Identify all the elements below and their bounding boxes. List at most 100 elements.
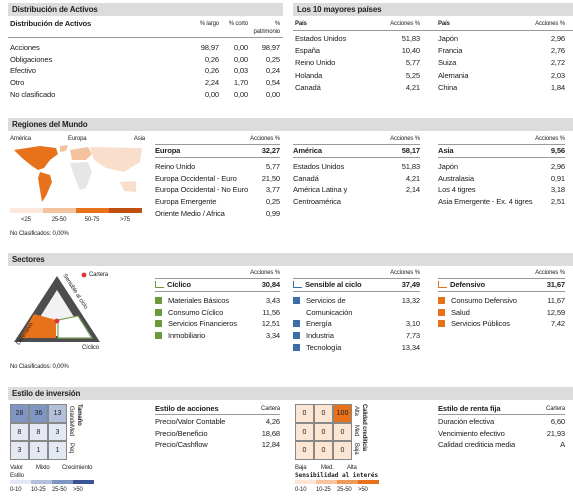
map-africa (70, 162, 92, 190)
row-value: 51,83 (401, 162, 420, 171)
stat-label: Vencimiento efectivo (438, 428, 505, 438)
column-header: % (274, 21, 280, 27)
list-row: Consumo Defensivo 11,67 (438, 295, 565, 307)
row-label: Europa Emergente (155, 197, 217, 207)
row-value: 0,91 (550, 173, 565, 183)
list-row: Europa Emergente 0,25 (155, 196, 280, 208)
style-cell: 13 (48, 404, 67, 423)
legend-swatch (10, 208, 43, 213)
row-value: 2,51 (550, 197, 565, 207)
value-header: Acciones % (250, 270, 280, 276)
stat-label: Precio/Beneficio (155, 428, 208, 438)
list-row: Materiales Básicos 3,43 (155, 295, 280, 307)
section-header (8, 253, 573, 266)
row-value: 5,77 (265, 162, 280, 171)
row-label: Asia Emergente - Ex. 4 tigres (438, 197, 533, 207)
list-row: Europa Occidental - No Euro 3,77 (155, 184, 280, 196)
group-name: Europa (155, 146, 181, 155)
row-icon (293, 297, 300, 304)
legend-label: 10-25 (31, 487, 46, 494)
list-row: Servicios Públicos 7,42 (438, 318, 565, 330)
group-icon (438, 281, 447, 288)
stat-label: Precio/Valor Contable (155, 417, 226, 426)
row-value: 11,56 (262, 307, 280, 317)
row-label: Reino Unido (155, 162, 196, 171)
list-row: Asia Emergente - Ex. 4 tigres 2,51 (438, 196, 565, 208)
legend-swatch (76, 208, 109, 213)
row-label: Consumo Defensivo (451, 296, 517, 305)
group-icon (155, 281, 164, 288)
column-header: País (438, 21, 450, 27)
axis-title: Sensibilidad al interés (295, 472, 379, 480)
cell-value: 0,26 (204, 66, 219, 76)
row-label: No clasificado (10, 89, 56, 99)
country-name: China (438, 82, 458, 92)
list-row: Europa Occidental - Euro 21,50 (155, 173, 280, 185)
group-total: 32,27 (261, 146, 280, 155)
row-label: Alta (353, 406, 359, 416)
column-header: % corto (228, 21, 248, 27)
group-total: 31,67 (546, 280, 565, 289)
country-value: 1,84 (550, 82, 565, 92)
column-header: Acciones % (535, 21, 565, 27)
list-row: Industria 7,73 (293, 330, 420, 342)
legend-label: <25 (21, 217, 31, 223)
legend-label: 25-50 (51, 217, 67, 223)
legend-label: 10-25 (316, 487, 331, 494)
list-row: Canadá 4,21 (293, 173, 420, 185)
country-value: 5,77 (405, 58, 420, 68)
country-value: 4,21 (405, 82, 420, 92)
section-title: Los 10 mayores países (297, 5, 382, 14)
row-label: Canadá (293, 173, 319, 183)
map-label: América (10, 136, 31, 142)
divider (155, 157, 280, 158)
list-row: Estados Unidos 51,83 (293, 161, 420, 173)
cell-value: 0,25 (265, 54, 280, 64)
divider (155, 414, 280, 415)
style-cell: 36 (29, 404, 48, 423)
country-name: Suiza (438, 58, 457, 68)
column-label: Alta (347, 465, 357, 472)
cell-value: 0,26 (204, 54, 219, 64)
row-label: Acciones (10, 43, 40, 52)
row-label: Consumo Cíclico (168, 307, 224, 317)
row-label: Servicios Públicos (451, 319, 510, 329)
row-label: Tecnología (306, 342, 342, 352)
group-rows: Consumo Defensivo 11,67 Salud 12,59 Servicio… (438, 295, 565, 330)
row-value: 3,18 (550, 185, 565, 195)
section-title: Sectores (12, 255, 45, 264)
legend-label: >50 (358, 487, 368, 494)
legend-label: Cartera (89, 272, 108, 278)
legend-label: >50 (73, 487, 83, 494)
divider (293, 157, 420, 158)
column-header: Acciones % (390, 21, 420, 27)
row-value: 11,67 (547, 296, 565, 305)
row-label: Japón (438, 162, 458, 171)
country-value: 2,03 (550, 70, 565, 80)
divider (293, 144, 420, 145)
style-cell: 0 (333, 422, 352, 442)
list-row: Japón 2,96 (438, 161, 565, 173)
style-cell: 0 (333, 441, 352, 461)
column-header: Distribución de Activos (10, 19, 92, 28)
row-label: Inmobiliario (168, 331, 206, 341)
style-cell: 1 (48, 441, 67, 461)
style-cell: 0 (295, 441, 314, 461)
value-header: Acciones % (390, 270, 420, 276)
style-cell: 3 (48, 422, 67, 442)
row-label: Europa Occidental - No Euro (155, 185, 249, 195)
map-south-america (38, 172, 52, 202)
value-header: Acciones % (535, 136, 565, 142)
row-label: Med (353, 424, 359, 436)
group-total: 37,49 (401, 280, 420, 289)
stat-value: 12,84 (261, 440, 280, 449)
stat-label: Calidad crediticia media (438, 440, 516, 449)
value-header: Cartera (261, 406, 280, 412)
divider (438, 278, 565, 279)
cell-value: 0,54 (265, 78, 280, 88)
legend-swatch (337, 480, 358, 485)
row-value: 3,10 (405, 319, 420, 329)
cell-value: 0,03 (233, 66, 248, 76)
stat-value: 21,93 (546, 428, 565, 438)
section-header (8, 387, 573, 400)
